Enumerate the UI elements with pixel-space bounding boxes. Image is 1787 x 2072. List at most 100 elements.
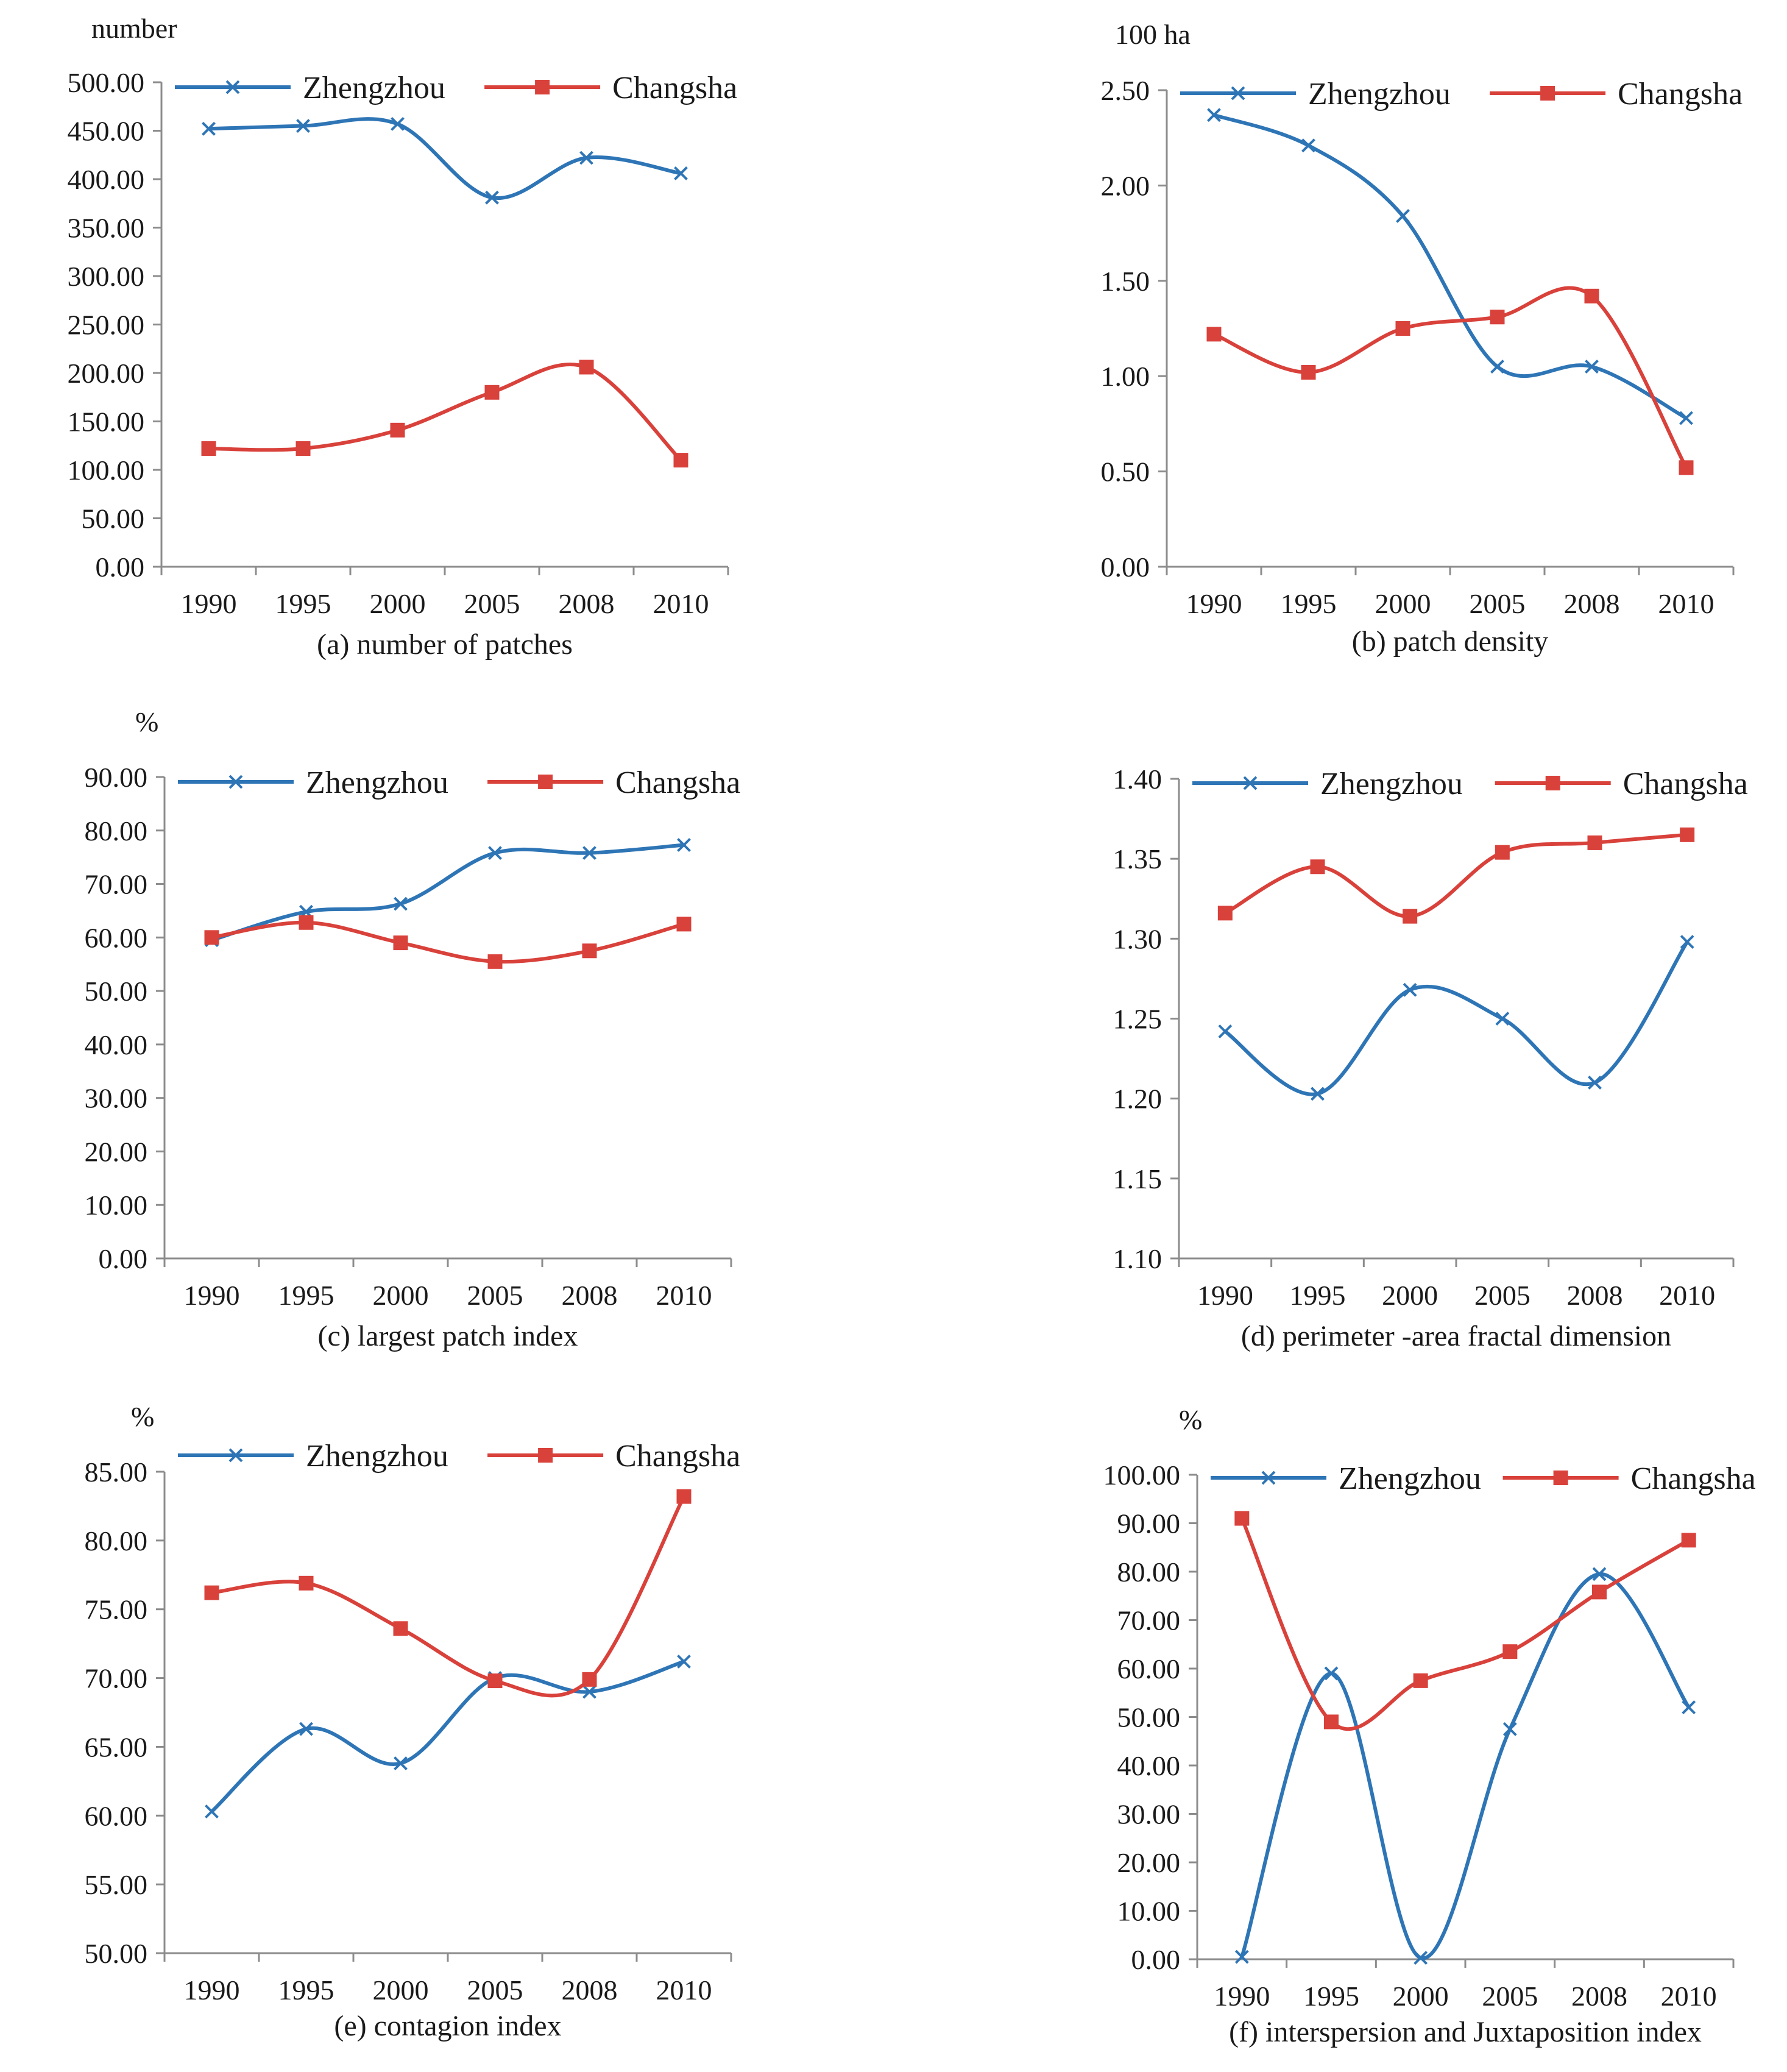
data-point-changsha <box>1310 859 1325 875</box>
chart-caption: (f) interspersion and Juxtaposition inde… <box>1229 2016 1702 2048</box>
data-point-zhengzhou <box>1396 209 1410 223</box>
x-tick-label: 2005 <box>467 1280 523 1311</box>
x-tick-label: 1995 <box>278 1974 334 2006</box>
legend-label-zhengzhou: Zhengzhou <box>1320 767 1463 801</box>
data-point-zhengzhou <box>677 1655 691 1669</box>
x-tick-label: 2000 <box>370 588 426 619</box>
legend-marker-zhengzhou <box>228 1448 243 1463</box>
x-tick-label: 2010 <box>656 1974 712 2006</box>
data-point-changsha <box>1234 1511 1250 1526</box>
data-point-zhengzhou <box>1502 1722 1517 1736</box>
y-tick-label: 100.00 <box>68 455 145 486</box>
data-point-changsha <box>204 930 219 945</box>
y-tick-label: 90.00 <box>1117 1508 1181 1539</box>
legend-label-changsha: Changsha <box>1631 1461 1756 1496</box>
x-tick-label: 2008 <box>1564 588 1620 619</box>
y-tick-label: 2.50 <box>1101 75 1150 106</box>
legend-marker-zhengzhou <box>1243 776 1258 790</box>
data-point-changsha <box>393 1621 408 1636</box>
y-tick-label: 80.00 <box>85 815 148 846</box>
legend-label-zhengzhou: Zhengzhou <box>306 1439 448 1474</box>
y-tick-label: 65.00 <box>85 1731 148 1762</box>
data-point-changsha <box>579 360 594 375</box>
x-tick-label: 2008 <box>1567 1280 1623 1311</box>
data-point-zhengzhou <box>677 838 691 852</box>
y-axis-unit-label: % <box>135 706 158 737</box>
x-tick-label: 2005 <box>467 1974 523 2006</box>
y-tick-label: 10.00 <box>85 1190 148 1221</box>
x-tick-label: 2000 <box>373 1974 429 2006</box>
data-point-changsha <box>1217 906 1233 921</box>
x-tick-label: 1990 <box>1197 1280 1253 1311</box>
x-tick-label: 1990 <box>1214 1981 1270 2012</box>
series-line-zhengzhou <box>207 117 683 200</box>
chart-caption: (a) number of patches <box>317 628 573 661</box>
data-point-changsha <box>390 422 405 438</box>
y-tick-label: 500.00 <box>68 67 145 98</box>
legend-marker-changsha <box>1545 776 1560 790</box>
x-tick-label: 1990 <box>181 588 237 619</box>
data-point-changsha <box>1206 327 1222 342</box>
y-axis-unit-label: % <box>131 1401 154 1432</box>
data-point-zhengzhou <box>488 846 502 860</box>
y-axis-unit-label: number <box>91 13 177 44</box>
y-tick-label: 90.00 <box>85 762 148 793</box>
y-tick-label: 70.00 <box>1117 1605 1181 1636</box>
y-tick-label: 20.00 <box>85 1136 148 1167</box>
data-point-changsha <box>1490 310 1505 325</box>
data-point-zhengzhou <box>391 116 405 131</box>
y-tick-label: 0.00 <box>99 1243 148 1274</box>
y-tick-label: 50.00 <box>82 503 145 534</box>
data-point-zhengzhou <box>1588 1076 1602 1090</box>
y-tick-label: 1.20 <box>1113 1084 1162 1115</box>
data-point-zhengzhou <box>674 166 688 180</box>
y-tick-label: 1.35 <box>1113 843 1162 875</box>
data-point-changsha <box>676 917 692 932</box>
data-point-changsha <box>1681 1533 1696 1548</box>
data-point-zhengzhou <box>202 121 216 136</box>
chart-panel-5: 50.00 55.00 60.00 65.00 70.00 75.00 80.00 85.00… <box>85 1401 741 2042</box>
y-tick-label: 55.00 <box>85 1869 148 1900</box>
data-point-changsha <box>1495 845 1510 860</box>
chart-caption: (d) perimeter -area fractal dimension <box>1241 1320 1671 1352</box>
series-line-zhengzhou <box>1223 940 1690 1096</box>
legend-label-zhengzhou: Zhengzhou <box>303 71 445 105</box>
y-tick-label: 70.00 <box>85 869 148 900</box>
data-point-changsha <box>1403 909 1418 924</box>
data-point-changsha <box>393 935 408 951</box>
data-point-changsha <box>1395 321 1410 336</box>
legend-marker-changsha <box>538 1448 553 1463</box>
data-point-changsha <box>1301 364 1316 380</box>
data-point-changsha <box>673 453 688 468</box>
legend-label-changsha: Changsha <box>1618 77 1743 112</box>
data-point-zhengzhou <box>579 151 593 165</box>
data-point-changsha <box>1413 1673 1428 1688</box>
y-tick-label: 50.00 <box>1117 1702 1181 1733</box>
data-point-changsha <box>582 1672 597 1687</box>
chart-panel-6: 0.00 10.00 20.00 30.00 40.00 50.00 60.00 70.00 8… <box>1103 1404 1756 2048</box>
data-point-zhengzhou <box>1301 138 1315 153</box>
legend-marker-changsha <box>1553 1471 1568 1485</box>
data-point-zhengzhou <box>1682 1700 1696 1715</box>
y-tick-label: 150.00 <box>68 406 145 438</box>
x-tick-label: 1990 <box>184 1280 240 1311</box>
data-point-zhengzhou <box>1585 360 1599 374</box>
y-axis-unit-label: 100 ha <box>1115 19 1191 50</box>
x-tick-label: 2005 <box>1474 1280 1530 1311</box>
data-point-changsha <box>299 1575 314 1591</box>
y-tick-label: 40.00 <box>85 1029 148 1060</box>
data-point-changsha <box>1587 835 1602 850</box>
y-tick-label: 75.00 <box>85 1594 148 1625</box>
data-point-changsha <box>295 441 311 456</box>
data-point-zhengzhou <box>582 1684 596 1699</box>
data-point-zhengzhou <box>1414 1951 1428 1965</box>
y-tick-label: 1.25 <box>1113 1004 1162 1035</box>
data-point-changsha <box>201 441 216 456</box>
x-tick-label: 1990 <box>184 1974 240 2006</box>
data-point-zhengzhou <box>1495 1012 1510 1026</box>
x-tick-label: 1995 <box>278 1280 334 1311</box>
x-tick-label: 1995 <box>1290 1280 1346 1311</box>
y-tick-label: 1.30 <box>1113 923 1162 954</box>
legend-label-zhengzhou: Zhengzhou <box>1308 77 1451 112</box>
y-tick-label: 300.00 <box>68 261 145 292</box>
